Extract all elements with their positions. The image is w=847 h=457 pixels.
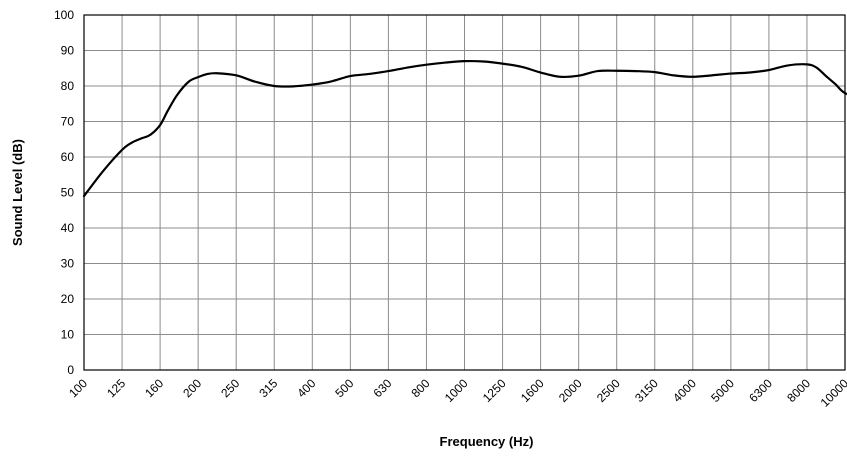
y-axis-title: Sound Level (dB) bbox=[10, 139, 25, 246]
y-tick-label: 40 bbox=[61, 221, 75, 235]
x-tick-label: 315 bbox=[256, 376, 280, 400]
x-tick-label: 800 bbox=[409, 376, 433, 400]
x-tick-label: 8000 bbox=[784, 376, 813, 405]
sound-level-series-line bbox=[82, 59, 847, 198]
x-tick-label: 125 bbox=[104, 376, 128, 400]
x-tick-label: 1600 bbox=[518, 376, 547, 405]
plot-area-frame bbox=[83, 14, 846, 371]
y-tick-label: 0 bbox=[67, 363, 74, 377]
x-tick-label: 6300 bbox=[746, 376, 775, 405]
x-tick-label: 2500 bbox=[594, 376, 623, 405]
y-tick-label: 60 bbox=[61, 150, 75, 164]
x-gridlines bbox=[83, 15, 846, 370]
x-tick-label: 200 bbox=[180, 376, 204, 400]
y-tick-label: 10 bbox=[61, 328, 75, 342]
x-axis-title: Frequency (Hz) bbox=[440, 434, 534, 449]
x-tick-label: 160 bbox=[142, 376, 166, 400]
x-tick-label: 1000 bbox=[442, 376, 471, 405]
x-tick-label: 5000 bbox=[708, 376, 737, 405]
y-tick-label: 20 bbox=[61, 292, 75, 306]
x-tick-label: 3150 bbox=[632, 376, 661, 405]
y-tick-label: 90 bbox=[61, 44, 75, 58]
x-tick-label: 2000 bbox=[556, 376, 585, 405]
y-tick-label: 70 bbox=[61, 115, 75, 129]
x-tick-label: 1250 bbox=[480, 376, 509, 405]
x-tick-label: 400 bbox=[294, 376, 318, 400]
x-tick-label: 630 bbox=[370, 376, 394, 400]
x-tick-label: 10000 bbox=[818, 376, 847, 410]
x-tick-label: 100 bbox=[66, 376, 90, 400]
x-tick-label: 250 bbox=[218, 376, 242, 400]
x-tick-label: 500 bbox=[332, 376, 356, 400]
y-tick-label: 50 bbox=[61, 186, 75, 200]
x-axis-tick-labels: 100 125 160 200 250 315 400 500 630 800 1000 1250 16… bbox=[66, 376, 847, 410]
y-tick-label: 100 bbox=[54, 8, 74, 22]
y-tick-label: 30 bbox=[61, 257, 75, 271]
y-tick-label: 80 bbox=[61, 79, 75, 93]
y-axis-tick-labels: 0 10 20 30 40 50 60 70 80 90 100 bbox=[54, 8, 74, 377]
x-tick-label: 4000 bbox=[670, 376, 699, 405]
